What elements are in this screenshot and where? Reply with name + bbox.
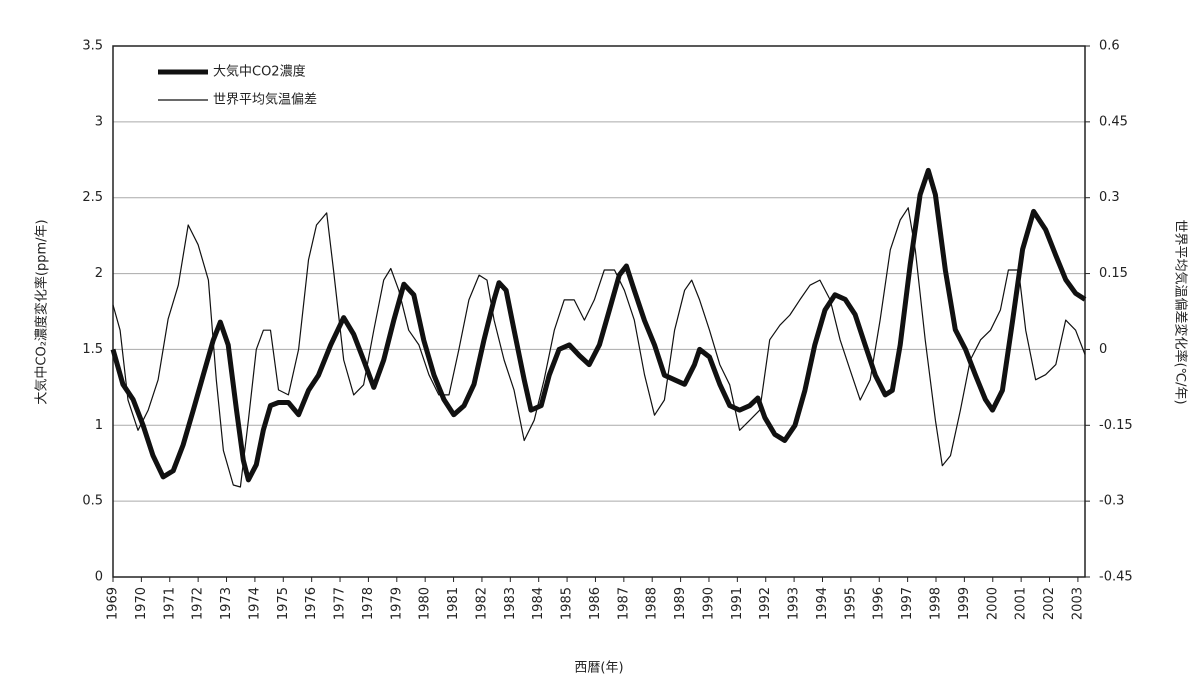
x-tick-label: 1999 (957, 587, 972, 620)
y-tick-label: 3.5 (82, 39, 103, 54)
x-tick-label: 1982 (474, 587, 489, 620)
x-tick-label: 1971 (162, 587, 177, 620)
x-tick-label: 1997 (900, 587, 915, 620)
x-axis-label: 西暦(年) (574, 661, 623, 676)
x-tick-label: 1972 (191, 587, 206, 620)
x-tick-label: 1996 (872, 587, 887, 620)
y2-tick-label: 0.15 (1099, 266, 1128, 281)
y2-tick-label: 0.6 (1099, 39, 1120, 54)
x-tick-label: 2002 (1042, 587, 1057, 620)
x-tick-label: 1978 (361, 587, 376, 620)
x-tick-label: 1992 (758, 587, 773, 620)
y-tick-label: 3 (95, 114, 103, 129)
x-tick-label: 2001 (1014, 587, 1029, 620)
legend-label: 大気中CO2濃度 (213, 64, 306, 80)
x-tick-label: 1976 (304, 587, 319, 620)
y2-tick-label: -0.45 (1099, 570, 1133, 585)
y-tick-label: 1.5 (82, 342, 103, 357)
x-tick-label: 1979 (389, 587, 404, 620)
x-tick-label: 1998 (929, 587, 944, 620)
y-tick-label: 2 (95, 266, 103, 281)
series-line (110, 167, 1087, 483)
y-tick-label: 2.5 (82, 190, 103, 205)
x-tick-label: 1981 (446, 587, 461, 620)
x-tick-label: 1983 (503, 587, 518, 620)
x-tick-label: 1977 (333, 587, 348, 620)
x-tick-label: 1974 (247, 587, 262, 620)
x-tick-label: 1973 (219, 587, 234, 620)
x-tick-label: 1975 (276, 587, 291, 620)
x-tick-label: 2003 (1070, 587, 1085, 620)
y-tick-label: 0 (95, 570, 103, 585)
y2-axis-label: 世界平均気温偏差変化率(℃/年) (1173, 219, 1189, 404)
x-tick-label: 1990 (701, 587, 716, 620)
x-tick-label: 1993 (787, 587, 802, 620)
x-tick-label: 2000 (985, 587, 1000, 620)
y-tick-label: 1 (95, 418, 103, 433)
y2-tick-label: 0 (1099, 342, 1107, 357)
y2-tick-label: 0.3 (1099, 190, 1120, 205)
x-tick-label: 1980 (418, 587, 433, 620)
y2-tick-label: 0.45 (1099, 114, 1128, 129)
x-tick-label: 1991 (730, 587, 745, 620)
legend-label: 世界平均気温偏差 (213, 92, 317, 108)
y-axis-label: 大気中CO₂濃度変化率(ppm/年) (34, 219, 50, 404)
x-tick-label: 1994 (815, 587, 830, 620)
x-tick-label: 1986 (588, 587, 603, 620)
x-tick-label: 1969 (106, 587, 121, 620)
y2-tick-label: -0.15 (1099, 418, 1133, 433)
plot-frame (112, 45, 1086, 578)
series-line (112, 207, 1086, 488)
x-tick-label: 1987 (616, 587, 631, 620)
x-tick-label: 1984 (531, 587, 546, 620)
x-tick-label: 1970 (134, 587, 149, 620)
x-tick-label: 1988 (645, 587, 660, 620)
x-tick-label: 1985 (560, 587, 575, 620)
x-tick-label: 1995 (843, 587, 858, 620)
x-tick-label: 1989 (673, 587, 688, 620)
y2-tick-label: -0.3 (1099, 494, 1124, 509)
y-tick-label: 0.5 (82, 494, 103, 509)
